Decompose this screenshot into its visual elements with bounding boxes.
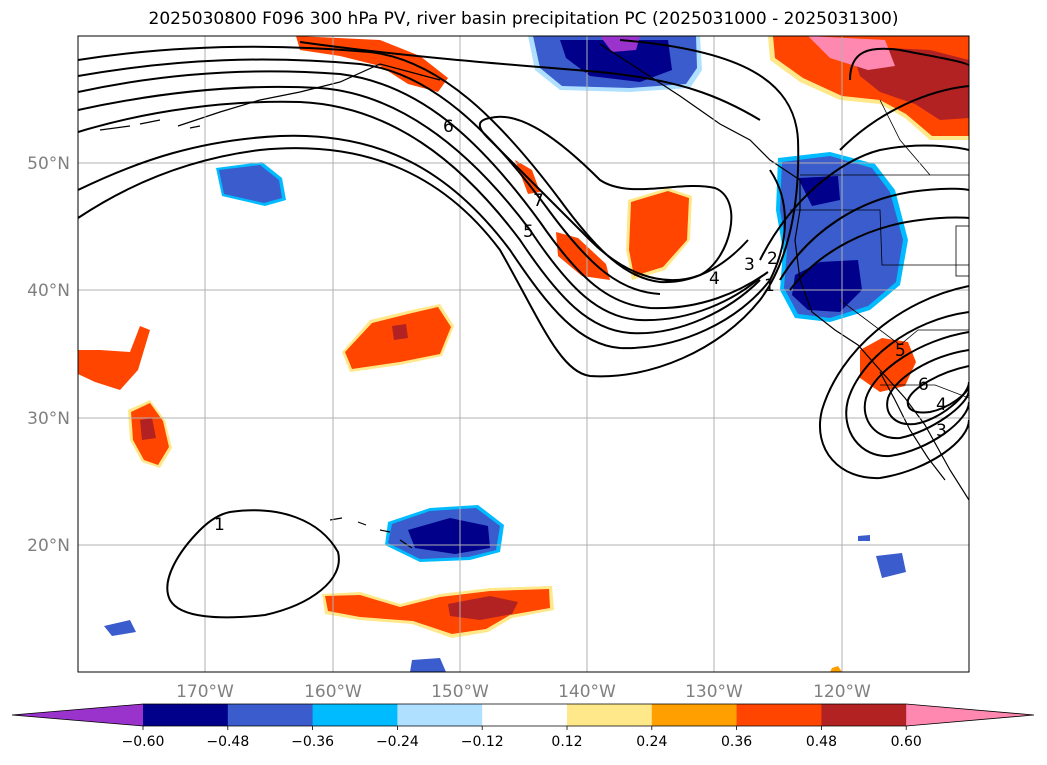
- colorbar-extend-min: [12, 704, 143, 726]
- pv-contour-closed-sw: [166, 509, 340, 619]
- lat-label-50n: 50°N: [27, 154, 70, 174]
- pv-contour-northern-ridge: [299, 41, 761, 121]
- pv-contour-trough-1: [78, 39, 800, 378]
- anomaly-blob-west-coast-neg-strong-s: [792, 260, 862, 312]
- anomaly-blob-tiny-pos: [830, 666, 842, 672]
- anomaly-blob-canada-pos-max: [808, 36, 895, 70]
- lon-label-120w: 120°W: [813, 682, 871, 702]
- pv-contour-label: 5: [523, 222, 534, 242]
- pv-contour-trough-3: [78, 100, 761, 335]
- islands-aleutian: [99, 119, 201, 131]
- pv-contour-cutoff-5: [906, 365, 969, 414]
- anomaly-blob-tiny-neg: [858, 535, 870, 541]
- colorbar: −0.60 −0.48 −0.36 −0.24 −0.12 0.12 0.24 0.36 0.4…: [11, 703, 1035, 750]
- anomaly-blob-south-pos-strong: [448, 596, 518, 620]
- pv-contour-label: 3: [936, 421, 947, 441]
- pv-contour-label: 1: [764, 276, 775, 296]
- anomaly-blob-gulf-pos-b: [556, 232, 610, 280]
- anomaly-blob-west-pos-b-strong: [140, 418, 156, 440]
- colorbar-segment: [312, 704, 398, 726]
- map-frame: [77, 35, 970, 673]
- pv-contour-label: 6: [443, 117, 454, 137]
- colorbar-tick-label: −0.12: [461, 734, 504, 750]
- anomaly-blob-gulf-pos-a-core: [629, 191, 689, 276]
- pv-contour-west-coast-3: [789, 216, 969, 291]
- pv-contour-label: 4: [709, 269, 720, 289]
- coastline-north-america: [794, 180, 969, 501]
- pv-contour-cutoff-2: [845, 311, 969, 458]
- pv-contour-label: 6: [918, 375, 929, 395]
- pv-contour-west-coast-2: [779, 187, 969, 281]
- colorbar-segment: [736, 704, 822, 726]
- pv-contour-labels: 6 7 5 4 3 2 1 1 6 4 5 3: [214, 117, 947, 535]
- islands-hawaii: [329, 517, 413, 549]
- pv-contour-gulf-closed: [478, 115, 733, 282]
- pv-contour-label: 7: [533, 191, 544, 211]
- longitude-labels: 170°W 160°W 150°W 140°W 130°W 120°W: [176, 682, 871, 702]
- pv-contour-trough-7: [78, 45, 749, 284]
- border-states-b: [839, 299, 969, 346]
- pv-contour-trough-2: [78, 134, 786, 350]
- pv-contour-label: 1: [214, 515, 225, 535]
- lat-label-30n: 30°N: [27, 409, 70, 429]
- lon-label-150w: 150°W: [431, 682, 489, 702]
- border-states-a: [790, 209, 969, 266]
- pv-contour-cutoff-3: [863, 331, 969, 440]
- pv-contours: [78, 39, 969, 619]
- anomaly-blob-west-coast-neg-strong-n: [798, 176, 840, 206]
- lat-label-40n: 40°N: [27, 281, 70, 301]
- pv-contour-label: 4: [936, 395, 947, 415]
- colorbar-tick-label: −0.36: [291, 734, 334, 750]
- colorbar-extend-max: [906, 704, 1034, 726]
- pv-contour-cutoff-4: [886, 349, 969, 426]
- pv-contour-label: 5: [895, 341, 906, 361]
- coastline-baja: [879, 371, 946, 481]
- map-panel: [78, 36, 969, 672]
- pv-contour-label: 3: [744, 255, 755, 275]
- pv-contour-trough-4: [78, 85, 763, 322]
- anomaly-blob-small-neg-sw: [104, 620, 136, 636]
- colorbar-tick-label: 0.60: [891, 734, 922, 750]
- lon-label-160w: 160°W: [304, 682, 362, 702]
- border-mexico: [880, 384, 969, 399]
- colorbar-tick-label: 0.24: [636, 734, 667, 750]
- colorbar-tick-label: −0.24: [376, 734, 419, 750]
- colorbar-tick-label: −0.48: [206, 734, 249, 750]
- anomaly-blob-west-pos-a: [78, 326, 150, 390]
- colorbar-segment: [227, 704, 314, 726]
- map-content: 6 7 5 4 3 2 1 1 6 4 5 3: [78, 36, 969, 672]
- pv-contour-trough-5: [78, 70, 769, 310]
- anomaly-blob-165w-neg-core: [219, 165, 282, 203]
- pv-contour-ne-2: [849, 47, 969, 81]
- colorbar-segment: [567, 704, 653, 726]
- colorbar-tick-label: 0.12: [551, 734, 582, 750]
- pv-contour-ne-1: [839, 85, 969, 151]
- latitude-labels: 50°N 40°N 30°N 20°N: [27, 154, 70, 556]
- colorbar-segment: [143, 704, 229, 726]
- colorbar-segment: [397, 704, 483, 726]
- pv-contour-west-coast-1: [759, 144, 969, 261]
- anomaly-blob-central-pos-strong: [392, 324, 408, 340]
- lat-label-20n: 20°N: [27, 536, 70, 556]
- anomaly-blob-small-neg-se: [876, 553, 906, 578]
- colorbar-segment: [821, 704, 907, 726]
- lon-label-130w: 130°W: [685, 682, 743, 702]
- pv-contour-cutoff-1: [819, 285, 969, 480]
- lon-label-140w: 140°W: [558, 682, 616, 702]
- colorbar-segment: [482, 704, 568, 726]
- colorbar-tick-label: 0.36: [721, 734, 752, 750]
- colorbar-tick-label: −0.60: [122, 734, 165, 750]
- pv-contour-trough-6: [78, 58, 661, 295]
- pv-contour-label: 2: [767, 249, 778, 269]
- colorbar-segment: [651, 704, 738, 726]
- colorbar-tick-label: 0.48: [806, 734, 837, 750]
- lon-label-170w: 170°W: [176, 682, 234, 702]
- map-inset-box: [955, 225, 969, 277]
- anomaly-blob-small-neg-south: [410, 658, 446, 672]
- map-title: 2025030800 F096 300 hPa PV, river basin …: [148, 9, 899, 29]
